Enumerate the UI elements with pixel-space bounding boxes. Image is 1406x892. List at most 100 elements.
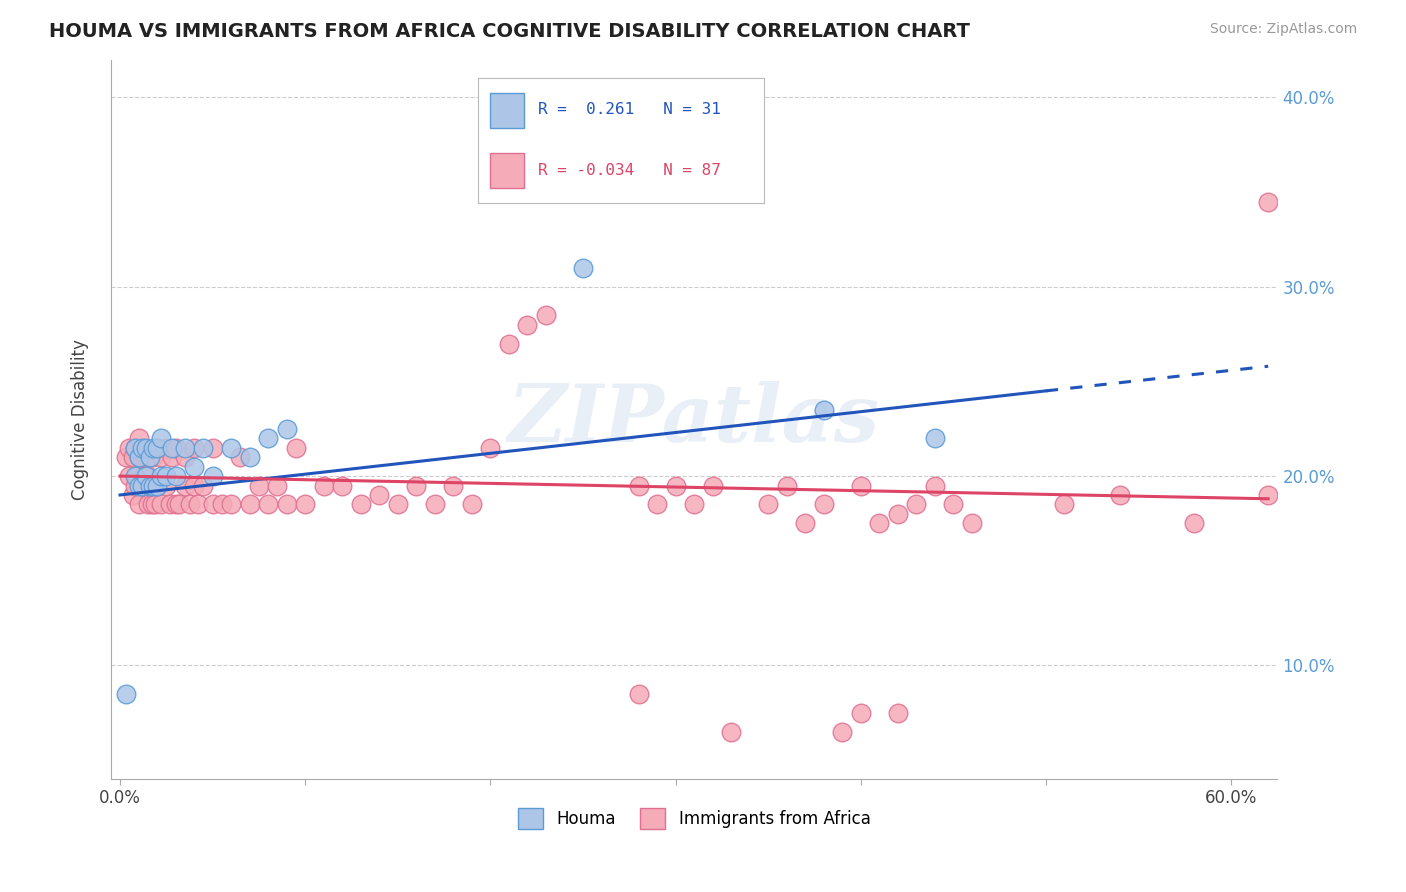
- Point: [169, 498, 191, 512]
- Point: [683, 498, 706, 512]
- Point: [813, 402, 835, 417]
- Point: [924, 478, 946, 492]
- Point: [756, 498, 779, 512]
- Point: [187, 498, 209, 512]
- Point: [776, 478, 799, 492]
- Text: HOUMA VS IMMIGRANTS FROM AFRICA COGNITIVE DISABILITY CORRELATION CHART: HOUMA VS IMMIGRANTS FROM AFRICA COGNITIV…: [49, 22, 970, 41]
- Point: [183, 441, 205, 455]
- Point: [461, 498, 484, 512]
- Point: [813, 498, 835, 512]
- Point: [247, 478, 270, 492]
- Point: [266, 478, 288, 492]
- Point: [128, 431, 150, 445]
- Point: [627, 478, 650, 492]
- Point: [114, 687, 136, 701]
- Point: [165, 498, 187, 512]
- Point: [132, 469, 155, 483]
- Point: [1109, 488, 1132, 502]
- Point: [368, 488, 391, 502]
- Point: [350, 498, 373, 512]
- Point: [284, 441, 307, 455]
- Point: [193, 478, 215, 492]
- Point: [211, 498, 233, 512]
- Point: [960, 516, 983, 531]
- Point: [135, 450, 157, 464]
- Point: [131, 478, 153, 492]
- Point: [1182, 516, 1205, 531]
- Point: [128, 450, 150, 464]
- Point: [423, 498, 446, 512]
- Point: [160, 441, 183, 455]
- Point: [183, 478, 205, 492]
- Point: [905, 498, 928, 512]
- Point: [138, 450, 160, 464]
- Point: [131, 441, 153, 455]
- Point: [160, 450, 183, 464]
- Point: [138, 478, 160, 492]
- Point: [142, 478, 165, 492]
- Point: [201, 441, 224, 455]
- Point: [387, 498, 409, 512]
- Point: [831, 724, 853, 739]
- Point: [1257, 194, 1279, 209]
- Point: [146, 478, 169, 492]
- Point: [441, 478, 464, 492]
- Point: [257, 431, 280, 445]
- Point: [149, 450, 172, 464]
- Point: [114, 450, 136, 464]
- Point: [645, 498, 668, 512]
- Point: [849, 478, 872, 492]
- Point: [124, 441, 146, 455]
- Point: [179, 498, 201, 512]
- Point: [142, 450, 165, 464]
- Text: Source: ZipAtlas.com: Source: ZipAtlas.com: [1209, 22, 1357, 37]
- Point: [219, 441, 242, 455]
- Point: [125, 469, 148, 483]
- Point: [138, 478, 160, 492]
- Point: [122, 450, 145, 464]
- Point: [887, 507, 910, 521]
- Point: [405, 478, 427, 492]
- Point: [534, 308, 557, 322]
- Point: [276, 422, 298, 436]
- Point: [165, 441, 187, 455]
- Point: [239, 498, 262, 512]
- Point: [135, 478, 157, 492]
- Point: [149, 431, 172, 445]
- Point: [118, 469, 141, 483]
- Point: [146, 441, 169, 455]
- Point: [135, 469, 157, 483]
- Point: [664, 478, 686, 492]
- Point: [131, 478, 153, 492]
- Point: [868, 516, 890, 531]
- Point: [516, 318, 538, 332]
- Point: [193, 441, 215, 455]
- Point: [229, 450, 252, 464]
- Y-axis label: Cognitive Disability: Cognitive Disability: [72, 339, 89, 500]
- Point: [572, 260, 595, 275]
- Point: [124, 469, 146, 483]
- Point: [942, 498, 965, 512]
- Point: [118, 441, 141, 455]
- Point: [142, 478, 165, 492]
- Point: [330, 478, 353, 492]
- Point: [165, 469, 187, 483]
- Point: [1053, 498, 1076, 512]
- Point: [720, 724, 742, 739]
- Point: [136, 498, 159, 512]
- Point: [887, 706, 910, 720]
- Point: [219, 498, 242, 512]
- Point: [276, 498, 298, 512]
- Point: [155, 469, 177, 483]
- Point: [173, 450, 195, 464]
- Point: [201, 498, 224, 512]
- Point: [149, 469, 172, 483]
- Point: [257, 498, 280, 512]
- Point: [924, 431, 946, 445]
- Point: [702, 478, 724, 492]
- Point: [155, 478, 177, 492]
- Point: [173, 478, 195, 492]
- Point: [146, 441, 169, 455]
- Point: [794, 516, 817, 531]
- Point: [124, 478, 146, 492]
